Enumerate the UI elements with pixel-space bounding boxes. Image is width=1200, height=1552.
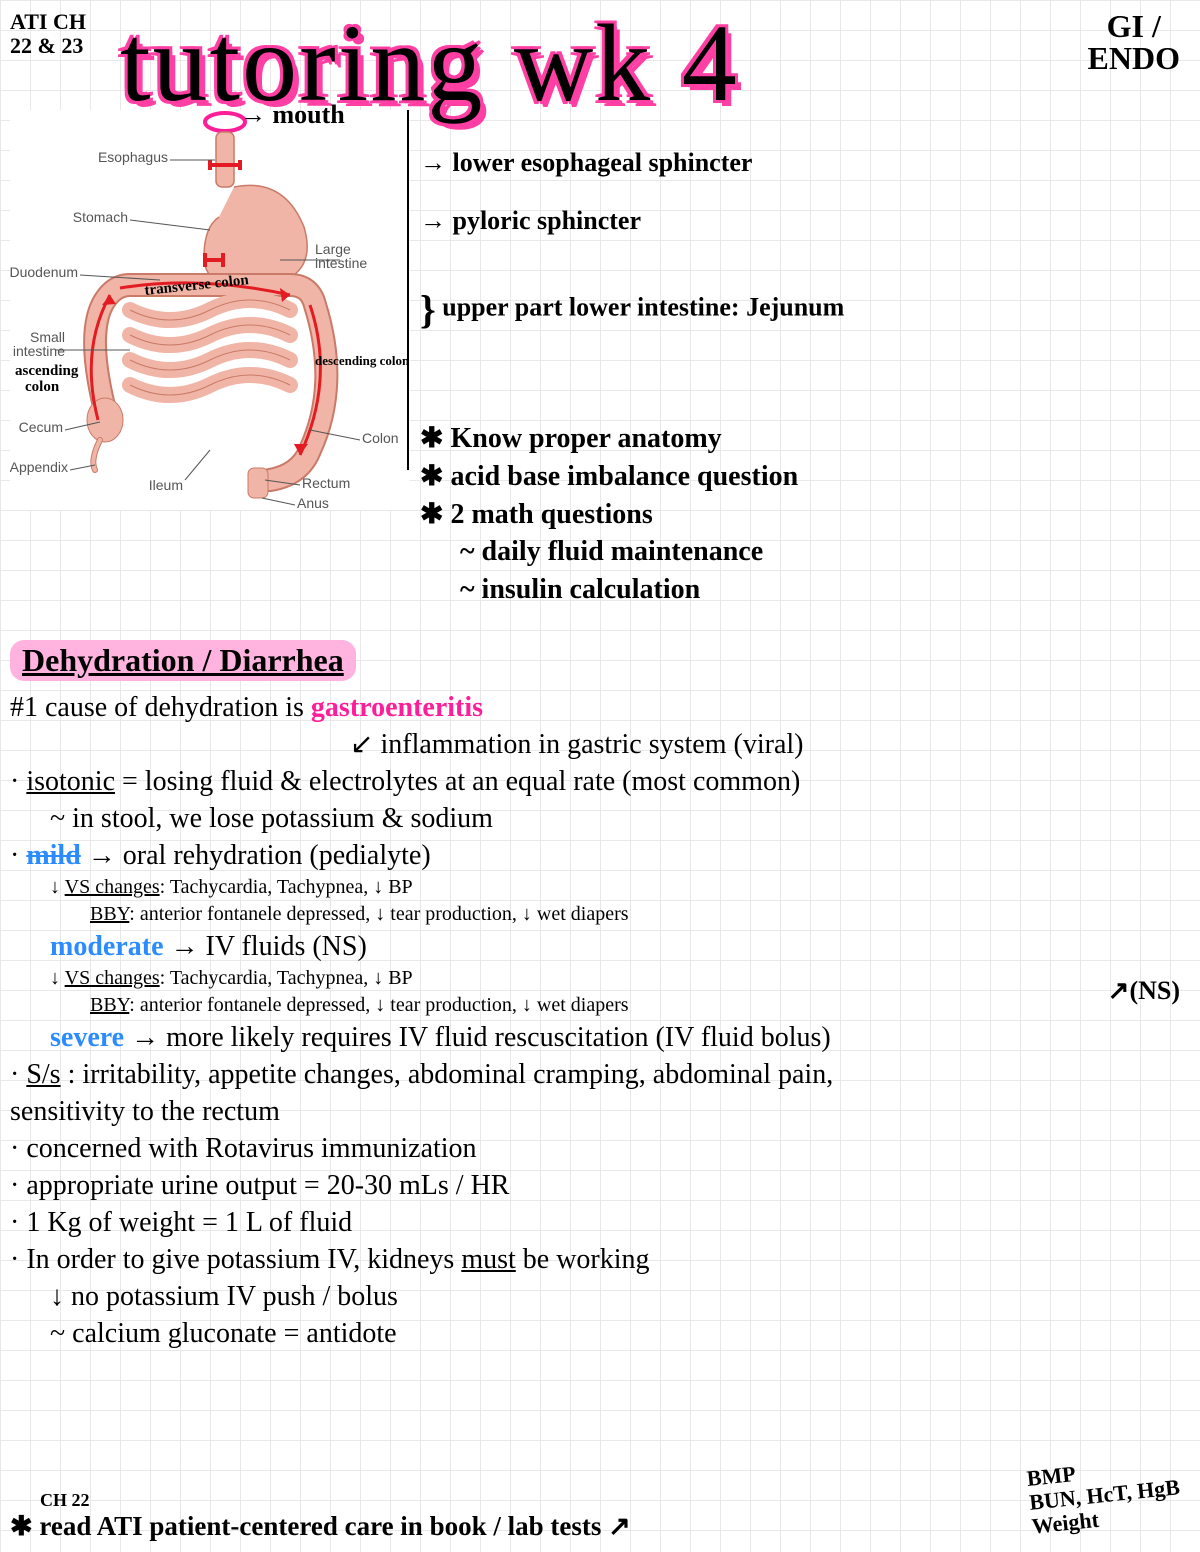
ann-jejunum: upper part lower intestine: Jejunum [442,292,844,321]
gi-line: GI / [1088,10,1180,42]
n3-isotonic: isotonic [26,766,115,797]
n15: · appropriate urine output = 20-30 mLs /… [10,1168,1190,1203]
ati-ch-line1: ATI CH [10,10,86,34]
label-stomach: Stomach [73,209,128,225]
anatomy-annotations: → mouth → lower esophageal sphincter → p… [420,100,1180,351]
gi-anatomy-diagram: Esophagus Stomach Largeintestine Duodenu… [10,110,410,510]
n14: · concerned with Rotavirus immunization [10,1131,1190,1166]
header-right: GI / ENDO [1088,10,1180,74]
label-esophagus: Esophagus [98,149,168,165]
label-appendix: Appendix [10,459,68,475]
notes-body: #1 cause of dehydration is gastroenterit… [10,690,1190,1353]
n16: · 1 Kg of weight = 1 L of fluid [10,1205,1190,1240]
n2: ↙ inflammation in gastric system (viral) [10,727,1190,762]
footer-ch: CH 22 [40,1490,1190,1511]
star-3: ✱ 2 math questions [420,496,798,534]
ann-mouth: → mouth [240,100,1180,130]
label-ileum: Ileum [149,477,183,493]
n17-must: must [461,1244,515,1275]
n12-ss: S/s [26,1059,60,1090]
n5-mild: mild [26,840,80,871]
n1b: gastroenteritis [311,692,483,723]
n19: ~ calcium gluconate = antidote [10,1316,1190,1351]
header-left: ATI CH 22 & 23 [10,10,86,58]
ann-pyloric: → pyloric sphincter [420,206,1180,236]
label-rectum: Rectum [302,475,350,491]
footer-line: ✱ read ATI patient-centered care in book… [10,1511,1190,1542]
section-dehydration: Dehydration / Diarrhea [10,640,356,681]
endo-line: ENDO [1088,42,1180,74]
n8-moderate: moderate [50,931,164,962]
star-3b: ~ insulin calculation [420,571,798,609]
ns-arrow: ↗(NS) [1108,975,1180,1008]
n18: ↓ no potassium IV push / bolus [10,1279,1190,1314]
hand-ascending: ascendingcolon [15,363,79,395]
star-list: ✱ Know proper anatomy ✱ acid base imbala… [420,420,798,609]
label-duodenum: Duodenum [10,264,78,280]
label-colon: Colon [362,430,399,446]
n1a: #1 cause of dehydration is [10,692,311,723]
ann-les: → lower esophageal sphincter [420,148,1180,178]
n11-severe: severe [50,1022,124,1053]
label-small-intestine: Smallintestine [13,329,65,359]
n13: sensitivity to the rectum [10,1094,1190,1129]
star-2: ✱ acid base imbalance question [420,458,798,496]
star-1: ✱ Know proper anatomy [420,420,798,458]
hand-descending: descending colon [315,353,410,368]
label-large-intestine: Largeintestine [315,241,367,271]
ati-ch-line2: 22 & 23 [10,34,86,58]
footer: CH 22 ✱ read ATI patient-centered care i… [10,1490,1190,1542]
n4: ~ in stool, we lose potassium & sodium [10,801,1190,836]
label-anus: Anus [297,495,329,510]
star-3a: ~ daily fluid maintenance [420,533,798,571]
label-cecum: Cecum [19,419,63,435]
